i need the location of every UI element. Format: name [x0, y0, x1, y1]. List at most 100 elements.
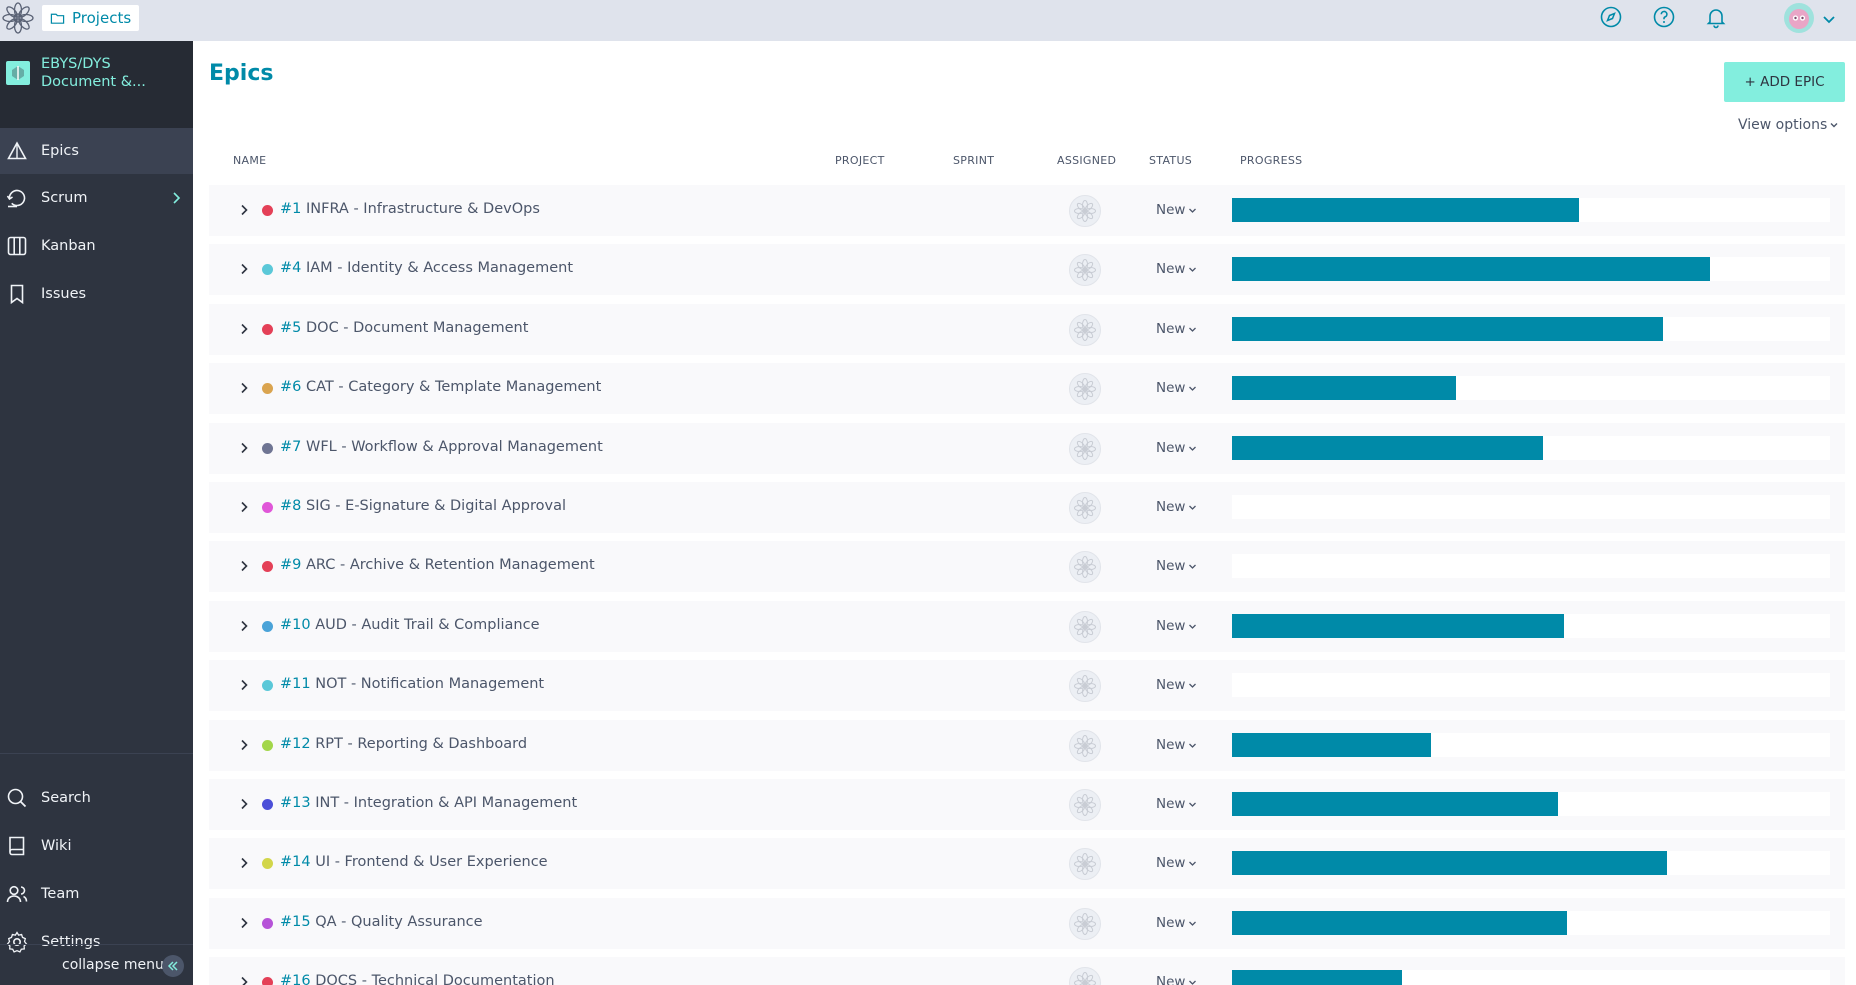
chevron-right-icon[interactable]: [237, 203, 251, 217]
epic-name[interactable]: #4 IAM - Identity & Access Management: [280, 260, 573, 276]
epic-subject[interactable]: INT - Integration & API Management: [315, 795, 578, 811]
epic-name[interactable]: #11 NOT - Notification Management: [280, 676, 544, 692]
assign-avatar[interactable]: [1069, 195, 1101, 227]
add-epic-button[interactable]: + ADD EPIC: [1724, 62, 1845, 102]
epic-ref[interactable]: #4: [280, 260, 302, 276]
assign-avatar[interactable]: [1069, 670, 1101, 702]
epic-ref[interactable]: #11: [280, 676, 311, 692]
assign-avatar[interactable]: [1069, 848, 1101, 880]
epic-ref[interactable]: #14: [280, 854, 311, 870]
user-avatar[interactable]: [1784, 3, 1814, 33]
chevron-right-icon[interactable]: [237, 262, 251, 276]
status-dropdown[interactable]: New: [1156, 440, 1197, 456]
epic-row[interactable]: #8 SIG - E-Signature & Digital Approval …: [209, 482, 1845, 533]
sidebar-item-epics[interactable]: Epics: [0, 128, 193, 174]
sidebar-item-settings[interactable]: Settings: [0, 919, 193, 965]
epic-name[interactable]: #13 INT - Integration & API Management: [280, 795, 577, 811]
epic-ref[interactable]: #10: [280, 617, 311, 633]
status-dropdown[interactable]: New: [1156, 558, 1197, 574]
status-dropdown[interactable]: New: [1156, 855, 1197, 871]
chevron-right-icon[interactable]: [237, 856, 251, 870]
epic-ref[interactable]: #7: [280, 439, 302, 455]
epic-name[interactable]: #15 QA - Quality Assurance: [280, 914, 483, 930]
chevron-right-icon[interactable]: [237, 559, 251, 573]
chevron-right-icon[interactable]: [237, 500, 251, 514]
chevron-right-icon[interactable]: [237, 322, 251, 336]
epic-name[interactable]: #9 ARC - Archive & Retention Management: [280, 557, 595, 573]
chevron-right-icon[interactable]: [237, 975, 251, 985]
epic-row[interactable]: #14 UI - Frontend & User Experience New: [209, 838, 1845, 889]
epic-name[interactable]: #1 INFRA - Infrastructure & DevOps: [280, 201, 540, 217]
status-dropdown[interactable]: New: [1156, 737, 1197, 753]
sidebar-item-issues[interactable]: Issues: [0, 271, 193, 317]
status-dropdown[interactable]: New: [1156, 261, 1197, 277]
chevron-right-icon[interactable]: [237, 381, 251, 395]
epic-row[interactable]: #13 INT - Integration & API Management N…: [209, 779, 1845, 830]
column-header-sprint[interactable]: SPRINT: [953, 154, 995, 167]
chevron-right-icon[interactable]: [237, 916, 251, 930]
status-dropdown[interactable]: New: [1156, 915, 1197, 931]
epic-row[interactable]: #12 RPT - Reporting & Dashboard New: [209, 720, 1845, 771]
epic-row[interactable]: #4 IAM - Identity & Access Management Ne…: [209, 244, 1845, 295]
assign-avatar[interactable]: [1069, 551, 1101, 583]
column-header-name[interactable]: NAME: [233, 154, 267, 167]
column-header-project[interactable]: PROJECT: [835, 154, 885, 167]
sidebar-item-team[interactable]: Team: [0, 871, 193, 917]
epic-subject[interactable]: UI - Frontend & User Experience: [315, 854, 548, 870]
status-dropdown[interactable]: New: [1156, 618, 1197, 634]
epic-subject[interactable]: SIG - E-Signature & Digital Approval: [305, 498, 566, 514]
status-dropdown[interactable]: New: [1156, 499, 1197, 515]
assign-avatar[interactable]: [1069, 611, 1101, 643]
status-dropdown[interactable]: New: [1156, 677, 1197, 693]
epic-row[interactable]: #10 AUD - Audit Trail & Compliance New: [209, 601, 1845, 652]
status-dropdown[interactable]: New: [1156, 202, 1197, 218]
epic-row[interactable]: #16 DOCS - Technical Documentation New: [209, 957, 1845, 985]
chevron-right-icon[interactable]: [237, 738, 251, 752]
column-header-status[interactable]: STATUS: [1149, 154, 1193, 167]
epic-row[interactable]: #15 QA - Quality Assurance New: [209, 898, 1845, 949]
collapse-menu[interactable]: collapse menu: [0, 944, 193, 985]
epic-row[interactable]: #1 INFRA - Infrastructure & DevOps New: [209, 185, 1845, 236]
epic-ref[interactable]: #15: [280, 914, 311, 930]
assign-avatar[interactable]: [1069, 254, 1101, 286]
epic-subject[interactable]: RPT - Reporting & Dashboard: [315, 736, 528, 752]
chevron-right-icon[interactable]: [237, 441, 251, 455]
epic-row[interactable]: #9 ARC - Archive & Retention Management …: [209, 541, 1845, 592]
epic-ref[interactable]: #1: [280, 201, 302, 217]
epic-ref[interactable]: #13: [280, 795, 311, 811]
chevron-right-icon[interactable]: [237, 797, 251, 811]
sidebar-item-search[interactable]: Search: [0, 775, 193, 821]
assign-avatar[interactable]: [1069, 967, 1101, 985]
epic-name[interactable]: #14 UI - Frontend & User Experience: [280, 854, 548, 870]
epic-name[interactable]: #5 DOC - Document Management: [280, 320, 528, 336]
assign-avatar[interactable]: [1069, 433, 1101, 465]
epic-ref[interactable]: #16: [280, 973, 311, 985]
epic-subject[interactable]: IAM - Identity & Access Management: [305, 260, 574, 276]
sidebar-item-wiki[interactable]: Wiki: [0, 823, 193, 869]
epic-subject[interactable]: INFRA - Infrastructure & DevOps: [305, 201, 540, 217]
compass-icon[interactable]: [1599, 5, 1623, 29]
epic-name[interactable]: #8 SIG - E-Signature & Digital Approval: [280, 498, 566, 514]
epic-ref[interactable]: #6: [280, 379, 302, 395]
chevron-down-icon[interactable]: [1821, 11, 1837, 27]
column-header-assigned[interactable]: ASSIGNED: [1057, 154, 1117, 167]
chevron-right-icon[interactable]: [168, 190, 184, 206]
collapse-icon[interactable]: [162, 955, 184, 977]
projects-button[interactable]: Projects: [42, 5, 140, 31]
epic-ref[interactable]: #12: [280, 736, 311, 752]
epic-ref[interactable]: #5: [280, 320, 302, 336]
view-options-dropdown[interactable]: View options: [1738, 117, 1839, 133]
assign-avatar[interactable]: [1069, 789, 1101, 821]
assign-avatar[interactable]: [1069, 314, 1101, 346]
epic-subject[interactable]: ARC - Archive & Retention Management: [305, 557, 595, 573]
assign-avatar[interactable]: [1069, 492, 1101, 524]
help-icon[interactable]: [1652, 5, 1676, 29]
epic-row[interactable]: #6 CAT - Category & Template Management …: [209, 363, 1845, 414]
assign-avatar[interactable]: [1069, 373, 1101, 405]
epic-name[interactable]: #16 DOCS - Technical Documentation: [280, 973, 555, 985]
epic-subject[interactable]: QA - Quality Assurance: [315, 914, 483, 930]
epic-row[interactable]: #5 DOC - Document Management New: [209, 304, 1845, 355]
epic-row[interactable]: #7 WFL - Workflow & Approval Management …: [209, 423, 1845, 474]
app-logo-icon[interactable]: [2, 2, 34, 34]
sidebar-item-kanban[interactable]: Kanban: [0, 223, 193, 269]
